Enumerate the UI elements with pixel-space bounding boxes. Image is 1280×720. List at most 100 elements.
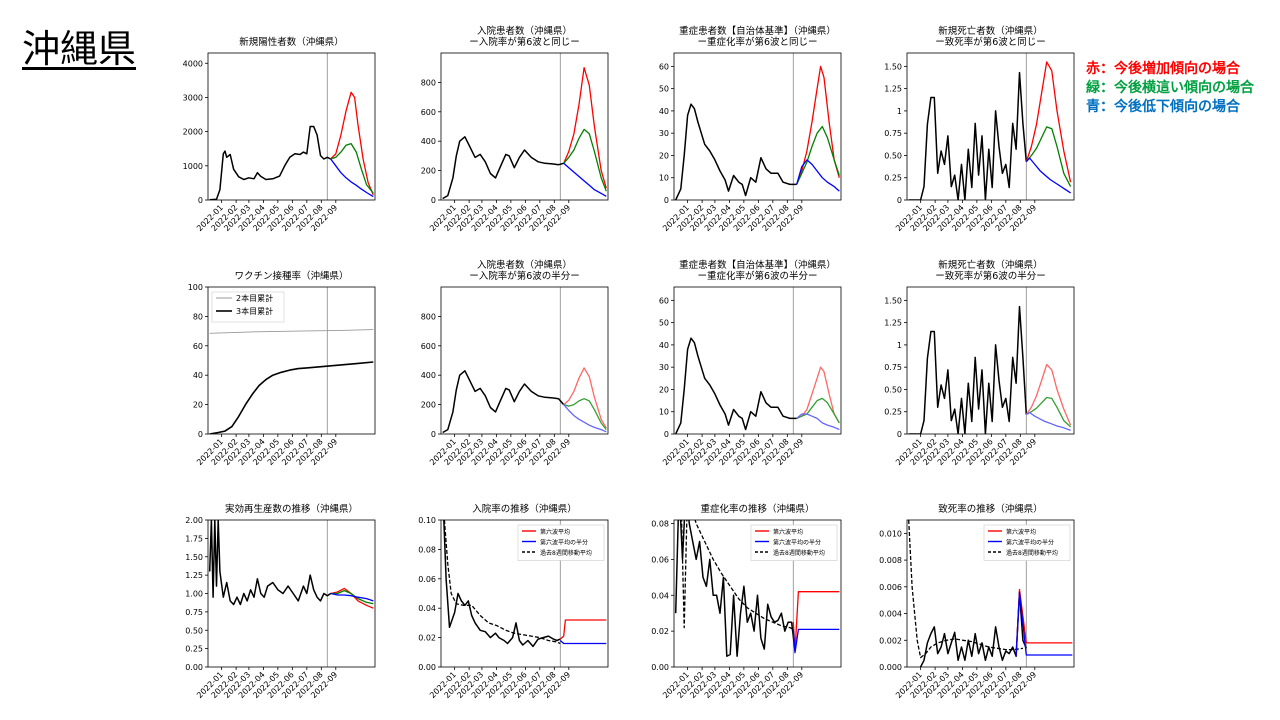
- series-line: [442, 136, 564, 200]
- plot-frame: [440, 52, 609, 201]
- plot-frame: [440, 286, 609, 435]
- series-line: [908, 71, 1028, 200]
- plot-area: [442, 367, 607, 434]
- chart-title: 新規陽性者数（沖縄県）: [239, 36, 344, 48]
- chart-title: ー入院率が第6波と同じー: [469, 36, 580, 48]
- legend-label: 過去8週間移動平均: [1006, 549, 1058, 557]
- y-tick-label: 10: [659, 408, 669, 417]
- series-line: [563, 67, 607, 189]
- y-tick-label: 1.75: [185, 534, 203, 543]
- chart-title: 実効再生産数の推移（沖縄県）: [225, 503, 358, 515]
- legend-label: 3本目累計: [236, 306, 273, 316]
- plot-frame: [673, 286, 842, 435]
- series-line: [330, 91, 374, 196]
- y-tick-label: 0.10: [418, 516, 436, 525]
- chart-12: 致死率の推移（沖縄県） 0.000 0.002 0.004 0.006 0.008 0.01…: [879, 503, 1075, 700]
- plot-frame: [207, 52, 376, 201]
- series-line: [209, 361, 374, 434]
- y-tick-label: 0.75: [884, 129, 902, 138]
- y-tick-label: 60: [659, 62, 669, 71]
- chart-title: 入院患者数（沖縄県）: [477, 259, 572, 271]
- series-line: [330, 592, 374, 602]
- y-tick-label: 40: [659, 341, 669, 350]
- chart-title: 重症化率の推移（沖縄県）: [700, 503, 814, 515]
- plot-frame: [906, 519, 1075, 668]
- y-tick-label: 0: [897, 196, 902, 205]
- y-tick-label: 0.25: [185, 645, 203, 654]
- plot-area: [442, 67, 607, 200]
- y-tick-label: 400: [421, 137, 436, 146]
- plot-frame: [207, 286, 376, 435]
- y-tick-label: 0.000: [879, 663, 902, 672]
- series-line: [792, 628, 840, 654]
- series-line: [209, 125, 332, 200]
- y-tick-label: 1.25: [884, 85, 902, 94]
- y-tick-label: 1: [897, 107, 902, 116]
- y-tick-label: 1.50: [185, 553, 203, 562]
- y-tick-label: 600: [421, 108, 436, 117]
- legend-label: 第六波平均: [773, 528, 803, 536]
- y-tick-label: 200: [421, 401, 436, 410]
- y-tick-label: 50: [659, 319, 669, 328]
- chart-title: 新規死亡者数（沖縄県）: [938, 259, 1043, 271]
- series-line: [1025, 363, 1072, 426]
- plot-area: [209, 329, 374, 434]
- series-line: [1025, 157, 1071, 194]
- moving-average-line: [443, 520, 561, 645]
- y-tick-label: 0.08: [651, 520, 669, 529]
- y-tick-label: 80: [193, 312, 203, 321]
- scenario-legend: 赤：今後増加傾向の場合 緑：今後横這い傾向の場合 青：今後低下傾向の場合: [1086, 60, 1254, 117]
- y-tick-label: 20: [659, 151, 669, 160]
- series-line: [330, 158, 374, 198]
- y-tick-label: 10: [659, 174, 669, 183]
- legend-label: 第六波平均: [1006, 528, 1036, 536]
- chart-title: ー重症化率が第6波と同じー: [697, 36, 817, 48]
- series-line: [796, 65, 840, 185]
- y-tick-label: 0.004: [879, 610, 902, 619]
- chart-title: ー致死率が第6波と同じー: [935, 36, 1046, 48]
- legend-label: 過去8週間移動平均: [773, 549, 825, 557]
- y-tick-label: 60: [659, 296, 669, 305]
- y-tick-label: 0: [198, 196, 203, 205]
- chart-9: 実効再生産数の推移（沖縄県） 0.00 0.25 0.50 0.75 1.00 1.25 1.…: [185, 503, 376, 700]
- series-line: [796, 413, 840, 431]
- y-tick-label: 0.08: [418, 545, 436, 554]
- plot-area: [674, 520, 840, 657]
- y-tick-label: 0.04: [418, 604, 436, 613]
- plot-area: [443, 520, 607, 648]
- plot-area: [208, 520, 374, 609]
- y-tick-label: 60: [193, 342, 203, 351]
- y-tick-label: 0.06: [651, 555, 669, 564]
- series-line: [208, 520, 332, 606]
- chart-title: 致死率の推移（沖縄県）: [938, 503, 1043, 515]
- y-tick-label: 30: [659, 129, 669, 138]
- y-tick-label: 40: [659, 107, 669, 116]
- chart-6: 入院患者数（沖縄県）ー入院率が第6波の半分ー02004006008002022-…: [421, 259, 609, 467]
- legend-box: [211, 291, 285, 323]
- chart-2: 入院患者数（沖縄県）ー入院率が第6波と同じー02004006008002022-…: [421, 25, 609, 233]
- plot-frame: [673, 52, 842, 201]
- chart-4: 新規死亡者数（沖縄県）ー致死率が第6波と同じー 0 0.25 0.50 0.75 1 1.2…: [884, 25, 1075, 233]
- series-line: [330, 589, 374, 605]
- chart-title: 新規死亡者数（沖縄県）: [938, 25, 1043, 37]
- plot-frame: [440, 519, 609, 668]
- y-tick-label: 0: [664, 196, 669, 205]
- y-tick-label: 0.00: [185, 663, 203, 672]
- chart-1: 新規陽性者数（沖縄県）010002000300040002022-012022-…: [183, 36, 376, 233]
- series-line: [442, 370, 565, 434]
- legend-box: [750, 524, 838, 561]
- y-tick-label: 0.008: [879, 556, 902, 565]
- y-tick-label: 0: [664, 430, 669, 439]
- legend-label: 第六波平均の半分: [773, 539, 821, 547]
- series-line: [563, 404, 607, 433]
- chart-8: 新規死亡者数（沖縄県）ー致死率が第6波の半分ー 0 0.25 0.50 0.75 1 1.2…: [884, 259, 1075, 467]
- series-line: [559, 619, 607, 640]
- y-tick-label: 0: [897, 430, 902, 439]
- y-tick-label: 50: [659, 85, 669, 94]
- chart-title: 入院率の推移（沖縄県）: [472, 503, 577, 515]
- chart-title: ー入院率が第6波の半分ー: [469, 270, 580, 282]
- series-line: [796, 366, 840, 424]
- y-tick-label: 0.010: [879, 529, 902, 538]
- y-tick-label: 0.00: [418, 663, 436, 672]
- y-tick-label: 800: [421, 312, 436, 321]
